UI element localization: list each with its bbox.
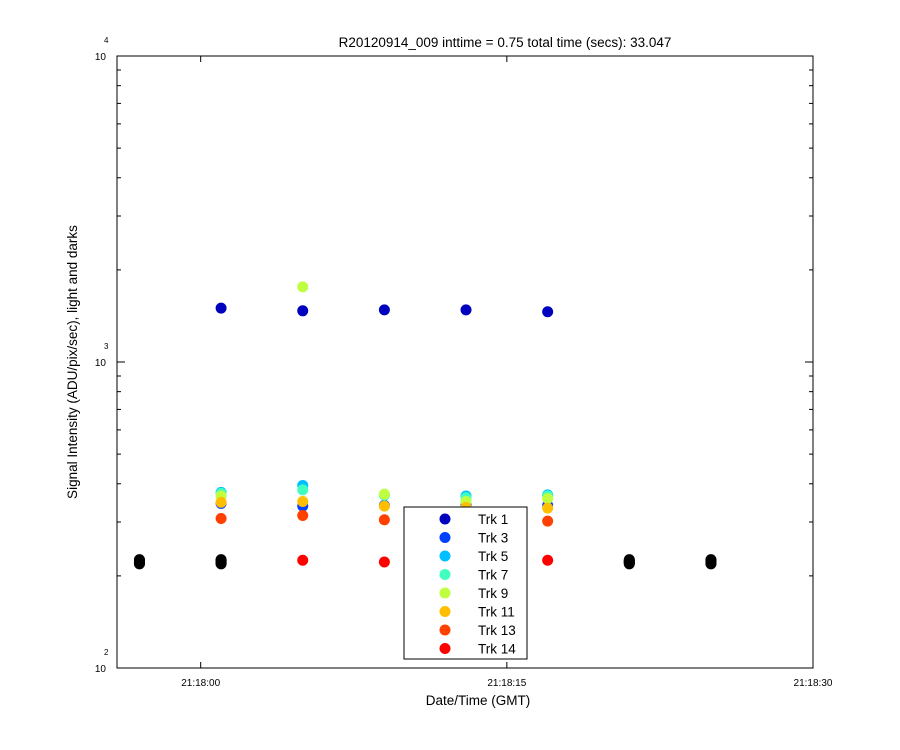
data-point [542,306,554,318]
data-point [460,304,472,316]
legend-marker [439,532,451,543]
legend-marker [439,550,451,562]
x-axis-label: Date/Time (GMT) [426,693,531,708]
legend-entry: Trk 13 [478,623,516,638]
legend-entry: Trk 1 [478,512,508,527]
legend-marker [439,569,451,580]
series-trk-1 [215,302,554,318]
y-tick-exponent: 2 [104,648,109,657]
data-point [378,500,390,512]
series-darks [133,554,717,570]
data-point [378,304,390,316]
x-tick-label: 21:18:00 [181,678,220,689]
legend-marker [439,643,451,654]
data-point [215,302,227,314]
data-point [133,554,145,566]
series-trk-13 [215,510,554,527]
legend-marker [439,606,451,617]
legend-marker [439,624,451,636]
data-point [215,554,227,566]
data-point [542,554,554,566]
data-point [623,554,635,566]
points-layer [133,281,717,570]
y-tick-exponent: 4 [104,36,109,45]
data-point [297,510,309,522]
data-point [378,556,390,568]
data-point [542,493,554,505]
ticks-layer: 10 2 10 3 10 4 21:18:00 21:18:15 21:18:30 [95,36,833,689]
data-point [378,488,390,500]
legend-entry: Trk 5 [478,549,508,564]
legend-marker [439,587,451,599]
data-point [297,305,309,317]
legend-entry: Trk 11 [478,605,515,620]
legend-entry: Trk 7 [478,568,508,583]
chart-title: R20120914_009 inttime = 0.75 total time … [339,35,672,50]
legend: Trk 1 Trk 3 Trk 5 Trk 7 Trk 9 Trk 11 Trk 13 Trk… [403,506,528,660]
legend-entry: Trk 14 [478,642,516,657]
y-tick-exponent: 3 [104,342,109,351]
series-trk-9 [215,281,554,508]
y-tick-label: 10 [95,52,107,63]
data-point [297,496,309,508]
series-trk-11 [215,496,554,514]
legend-entry: Trk 9 [478,586,508,601]
y-tick-label: 10 [95,664,107,675]
data-point [297,554,309,566]
x-tick-label: 21:18:30 [794,678,833,689]
data-point [542,502,554,514]
legend-entry: Trk 3 [478,531,508,546]
data-point [215,513,227,525]
legend-marker [439,513,451,525]
data-point [215,496,227,508]
x-tick-label: 21:18:15 [487,678,526,689]
data-point [297,281,309,293]
data-point [297,484,309,496]
data-point [378,514,390,526]
data-point [542,515,554,527]
data-point [705,554,717,566]
plot-frame [116,55,814,669]
legend-box [403,506,528,660]
y-axis-label: Signal Intensity (ADU/pix/sec), light an… [65,225,80,499]
y-tick-label: 10 [95,358,107,369]
